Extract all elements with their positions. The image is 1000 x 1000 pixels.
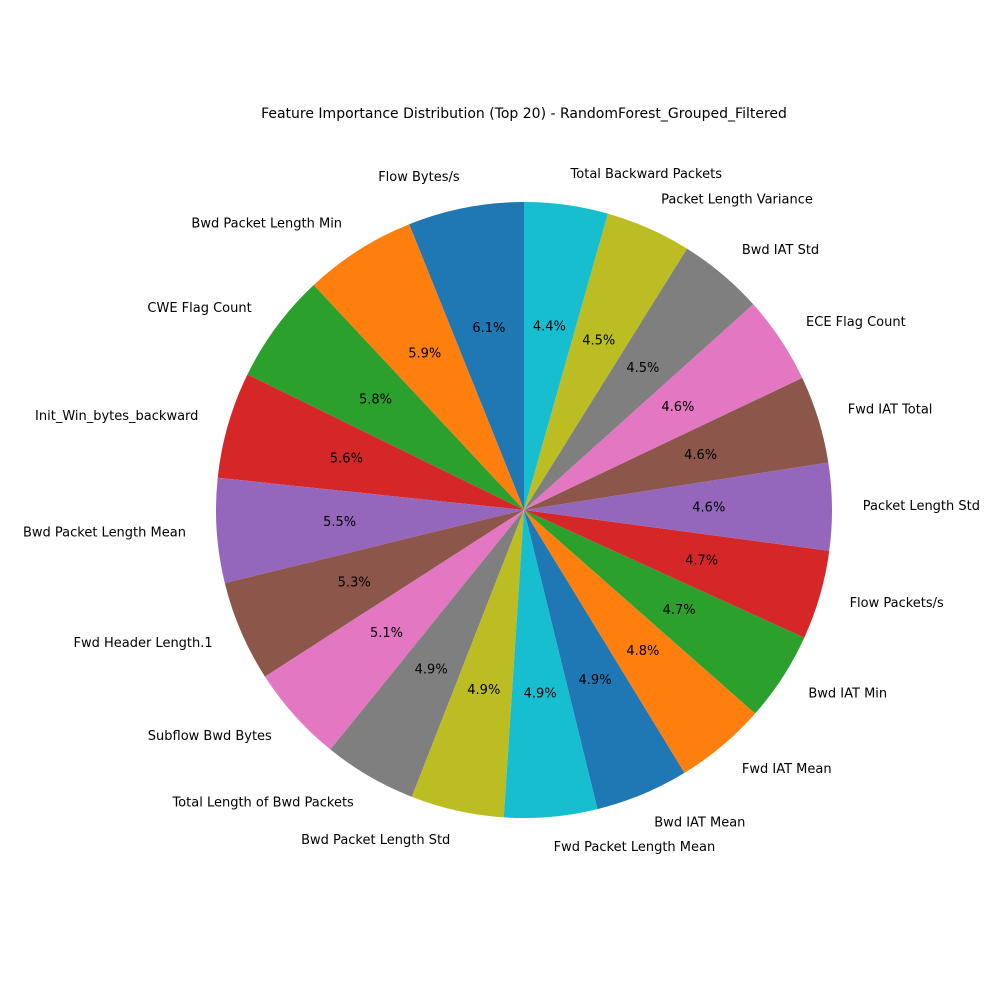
slice-category-label: Fwd IAT Total (848, 403, 933, 418)
slice-category-label: Bwd Packet Length Mean (23, 525, 186, 540)
pie-slice (503, 510, 598, 818)
pie-slice (264, 510, 524, 750)
slice-percent-label: 4.7% (663, 603, 696, 618)
slice-percent-label: 5.8% (359, 393, 392, 408)
slice-category-label: Fwd IAT Mean (742, 762, 832, 777)
slice-category-label: Fwd Packet Length Mean (554, 840, 716, 855)
pie-slice (524, 510, 685, 810)
slice-category-label: Subflow Bwd Bytes (148, 729, 272, 744)
slice-category-label: Bwd Packet Length Std (301, 833, 450, 848)
slice-percent-label: 4.9% (415, 662, 448, 677)
slice-category-label: Packet Length Variance (661, 193, 813, 208)
pie-slice (524, 213, 687, 510)
pie-slice (224, 510, 524, 677)
pie-slices (216, 202, 832, 818)
pie-slice (409, 202, 524, 510)
slice-category-label: ECE Flag Count (806, 315, 906, 330)
slice-category-label: Bwd IAT Min (808, 687, 887, 702)
pie-slice (524, 510, 830, 638)
pie-slice (217, 374, 525, 510)
slice-percent-label: 5.3% (338, 575, 371, 590)
slice-percent-label: 5.6% (330, 451, 363, 466)
chart-title: Feature Importance Distribution (Top 20)… (261, 106, 787, 122)
pie-slice (524, 304, 803, 510)
pie-slice (247, 285, 524, 510)
pie-slice (524, 248, 754, 510)
slice-percent-label: 4.9% (524, 687, 557, 702)
pie-slice (524, 377, 829, 510)
pie-slice (411, 510, 524, 818)
pie-slice (524, 202, 608, 510)
pie-slice (524, 510, 756, 773)
slice-category-label: Bwd Packet Length Min (191, 217, 342, 232)
pie-slice (524, 510, 805, 714)
slice-percent-label: 4.5% (626, 361, 659, 376)
slice-percent-label: 5.5% (323, 515, 356, 530)
slice-percent-label: 4.6% (661, 400, 694, 415)
slice-percent-label: 4.4% (533, 319, 566, 334)
slice-percent-label: 4.9% (579, 673, 612, 688)
slice-category-label: Bwd IAT Std (742, 243, 819, 258)
slice-percent-label: 4.6% (684, 448, 717, 463)
slice-percent-label: 4.8% (626, 644, 659, 659)
slice-percent-label: 5.1% (370, 626, 403, 641)
pie-labels: 6.1% Flow Bytes/s 5.9% Bwd Packet Length Mi… (23, 167, 980, 855)
pie-slice (313, 224, 524, 511)
slice-percent-label: 4.9% (467, 683, 500, 698)
pie-slice (524, 462, 832, 551)
slice-category-label: Bwd IAT Mean (654, 815, 745, 830)
slice-percent-label: 4.7% (685, 554, 718, 569)
slice-category-label: Init_Win_bytes_backward (35, 409, 198, 424)
slice-percent-label: 4.5% (582, 334, 615, 349)
slice-category-label: Total Backward Packets (570, 167, 723, 182)
slice-percent-label: 6.1% (472, 321, 505, 336)
slice-category-label: CWE Flag Count (147, 301, 251, 316)
slice-category-label: Flow Bytes/s (378, 170, 460, 185)
slice-category-label: Flow Packets/s (850, 596, 944, 611)
slice-percent-label: 5.9% (408, 347, 441, 362)
slice-category-label: Packet Length Std (863, 499, 980, 514)
slice-category-label: Total Length of Bwd Packets (171, 795, 354, 810)
slice-percent-label: 4.6% (692, 500, 725, 515)
slice-category-label: Fwd Header Length.1 (73, 636, 212, 651)
pie-slice (216, 477, 524, 584)
pie-slice (330, 510, 524, 797)
